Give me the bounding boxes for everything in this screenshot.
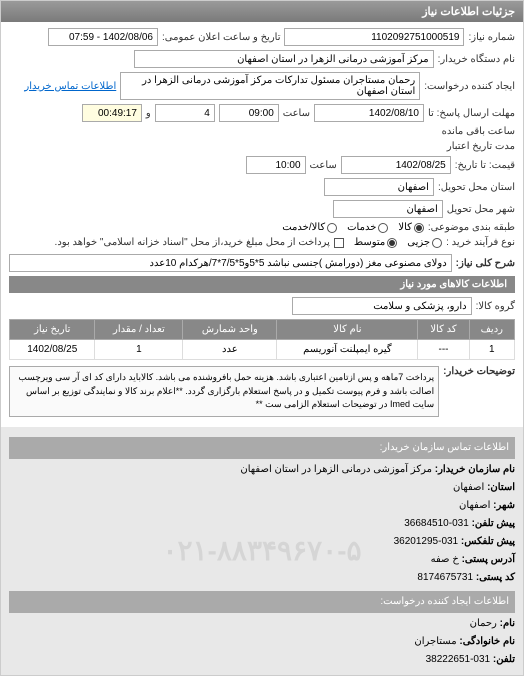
c-phone-lbl: پیش تلفن:	[472, 518, 515, 529]
th-2: نام کالا	[277, 320, 418, 340]
c-phone-val: 031-36684510	[404, 518, 469, 529]
td-5: 1402/08/25	[10, 340, 95, 360]
r-phone-val: 031-38222651	[426, 654, 491, 665]
radio-goods[interactable]: کالا	[398, 222, 424, 233]
td-4: 1	[95, 340, 183, 360]
validity-label: مدت تاریخ اعتبار	[447, 141, 515, 152]
delivery-province-label: استان محل تحویل:	[438, 182, 515, 193]
panel-title: جزئیات اطلاعات نیاز	[1, 1, 523, 22]
requester-section-title: اطلاعات ایجاد کننده درخواست:	[9, 591, 515, 613]
delivery-date-value: 1402/08/25	[341, 156, 451, 174]
th-5: تاریخ نیاز	[10, 320, 95, 340]
c-addr-val: خ صفه	[431, 554, 459, 565]
purchase-type-label: نوع فرآیند خرید :	[446, 237, 515, 248]
goods-table: ردیف کد کالا نام کالا واحد شمارش تعداد /…	[9, 319, 515, 360]
radio-services[interactable]: خدمات	[347, 222, 388, 233]
c-fax-val: 031-36201295	[394, 536, 459, 547]
radio-goods-label: کالا	[398, 222, 412, 233]
goods-group-label: گروه کالا:	[476, 301, 515, 312]
req-no-value: 1102092751000519	[284, 28, 464, 46]
table-row: 1 --- گیره ایمپلنت آنوریسم عدد 1 1402/08…	[10, 340, 515, 360]
c-post-val: 8174675731	[417, 572, 473, 583]
remaining-days-value: 4	[155, 104, 215, 122]
c-city-lbl: شهر:	[493, 500, 515, 511]
classification-label: طبقه بندی موضوعی:	[428, 222, 515, 233]
radio-services-label: خدمات	[347, 222, 376, 233]
c-fax-lbl: پیش تلفکس:	[461, 536, 515, 547]
goods-section-title: اطلاعات کالاهای مورد نیاز	[9, 276, 515, 293]
radio-partial-label: جزیی	[407, 237, 430, 248]
time-label-1: ساعت	[283, 108, 310, 119]
radio-medium[interactable]: متوسط	[354, 237, 397, 248]
req-no-label: شماره نیاز:	[468, 32, 515, 43]
pub-datetime-value: 1402/08/06 - 07:59	[48, 28, 158, 46]
delivery-province-value: اصفهان	[324, 178, 434, 196]
pay-checkbox[interactable]	[334, 238, 344, 248]
r-name-val: رحمان	[470, 618, 497, 629]
radio-both-label: کالا/خدمت	[282, 222, 325, 233]
r-family-val: مستاجران	[414, 636, 456, 647]
delivery-city-value: اصفهان	[333, 200, 443, 218]
td-1: ---	[418, 340, 469, 360]
reply-date-value: 1402/08/10	[314, 104, 424, 122]
buyer-org-label: نام دستگاه خریدار:	[438, 54, 515, 65]
reply-deadline-label: مهلت ارسال پاسخ: تا	[428, 108, 515, 119]
contact-section-title: اطلاعات تماس سازمان خریدار:	[9, 437, 515, 459]
c-org-lbl: نام سازمان خریدار:	[435, 464, 515, 475]
th-0: ردیف	[469, 320, 514, 340]
buyer-org-value: مرکز آموزشی درمانی الزهرا در استان اصفها…	[134, 50, 434, 68]
contact-link[interactable]: اطلاعات تماس خریدار	[24, 81, 116, 92]
r-phone-lbl: تلفن:	[493, 654, 515, 665]
desc-label: شرح کلی نیاز:	[456, 258, 515, 269]
remaining-label: ساعت باقی مانده	[442, 126, 515, 137]
th-1: کد کالا	[418, 320, 469, 340]
c-post-lbl: کد پستی:	[476, 572, 515, 583]
radio-partial[interactable]: جزیی	[407, 237, 442, 248]
c-prov-val: اصفهان	[453, 482, 484, 493]
and-label: و	[146, 108, 151, 119]
time-label-2: ساعت	[310, 160, 337, 171]
reply-time-value: 09:00	[219, 104, 279, 122]
radio-medium-label: متوسط	[354, 237, 385, 248]
c-org-val: مرکز آموزشی درمانی الزهرا در استان اصفها…	[240, 464, 432, 475]
radio-both[interactable]: کالا/خدمت	[282, 222, 337, 233]
c-city-val: اصفهان	[459, 500, 490, 511]
td-2: گیره ایمپلنت آنوریسم	[277, 340, 418, 360]
goods-group-value: دارو، پزشکی و سلامت	[292, 297, 472, 315]
r-name-lbl: نام:	[500, 618, 515, 629]
c-addr-lbl: آدرس پستی:	[462, 554, 515, 565]
remaining-time-value: 00:49:17	[82, 104, 142, 122]
td-0: 1	[469, 340, 514, 360]
td-3: عدد	[183, 340, 277, 360]
delivery-time-value: 10:00	[246, 156, 306, 174]
buyer-notes-label: توضیحات خریدار:	[443, 366, 515, 377]
buyer-notes-value: پرداخت 7ماهه و پس ازتامین اعتباری باشد. …	[9, 366, 439, 417]
delivery-city-label: شهر محل تحویل	[447, 204, 515, 215]
r-family-lbl: نام خانوادگی:	[459, 636, 515, 647]
requester-label: ایجاد کننده درخواست:	[424, 81, 515, 92]
pub-datetime-label: تاریخ و ساعت اعلان عمومی:	[162, 32, 281, 43]
desc-value: دولای مصنوعی مغز (دورامش )جنسی نباشد 5*5…	[9, 254, 452, 272]
th-3: واحد شمارش	[183, 320, 277, 340]
th-4: تعداد / مقدار	[95, 320, 183, 340]
c-prov-lbl: استان:	[487, 482, 515, 493]
requester-value: رحمان مستاجران مسئول تدارکات مرکز آموزشی…	[120, 72, 420, 100]
pay-from-label: پرداخت از محل مبلغ خرید،از محل "اسناد خز…	[55, 237, 330, 248]
price-upto-label: قیمت: تا تاریخ:	[455, 160, 515, 171]
